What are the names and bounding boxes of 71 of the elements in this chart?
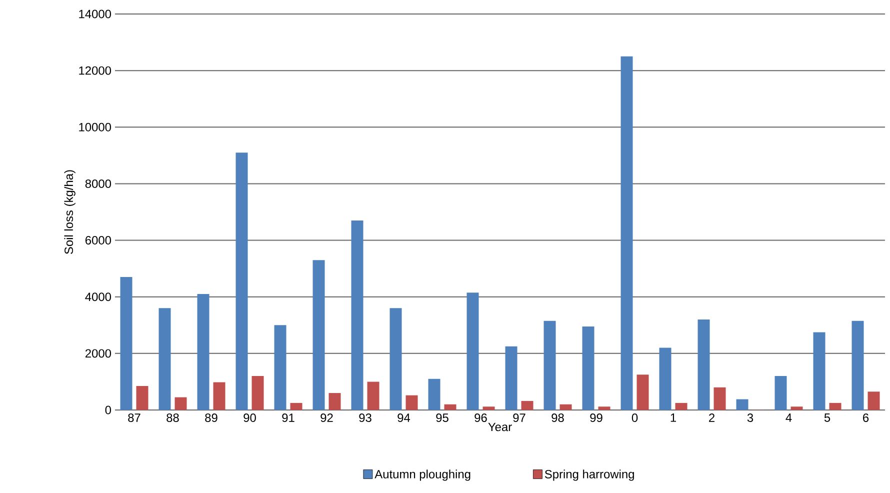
bar [158,308,171,410]
x-tick-label: 4 [786,414,792,422]
bar [675,402,688,410]
bar [636,374,649,410]
bar [236,152,248,410]
bar [120,277,132,410]
bar [444,404,456,410]
y-tick-label: 10000 [79,122,112,132]
x-tick-label: 91 [282,414,294,422]
y-tick-label: 14000 [79,10,112,18]
bar [714,387,726,410]
bar [351,220,364,410]
bar [521,400,534,410]
bar [544,320,556,410]
x-tick-label: 99 [590,414,602,422]
bar [197,294,210,410]
x-tick-label: 89 [205,414,218,422]
bar [868,392,880,410]
bar [659,348,672,410]
y-tick-label: 0 [105,406,112,414]
bar [698,319,710,410]
y-tick-label: 4000 [85,292,112,302]
bar [813,332,826,410]
bar [466,292,479,410]
y-tick-label: 12000 [79,66,112,75]
bar [213,382,226,410]
bar [620,56,633,410]
x-tick-label: 87 [128,414,140,422]
bar [829,402,842,410]
bar [505,346,518,410]
x-tick-label: 6 [863,414,869,422]
x-tick-label: 93 [359,414,372,422]
y-tick-label: 8000 [85,179,112,188]
legend-label: Spring harrowing [544,470,634,481]
x-tick-label: 90 [244,414,256,422]
x-tick-label: 0 [632,414,638,422]
x-tick-label: 94 [398,414,410,422]
bar [790,406,803,410]
y-tick-label: 6000 [85,236,112,245]
bar [312,260,325,410]
y-tick-label: 2000 [85,349,112,358]
bar [274,325,286,410]
bar [582,326,594,410]
bar [390,308,402,410]
bar [136,386,148,410]
x-tick-label: 95 [436,414,448,422]
x-tick-label: 3 [747,414,754,422]
bar [736,399,748,410]
bar [290,402,302,410]
bar [482,406,495,410]
bar [406,395,418,410]
x-tick-label: 1 [670,414,676,422]
bar [367,382,380,410]
bar [774,376,787,410]
bar [252,376,264,410]
x-tick-label: 2 [709,414,714,422]
x-tick-label: 5 [824,414,830,422]
x-tick-label: 92 [320,414,333,422]
x-tick-label: 97 [513,414,526,422]
legend-label: Autumn ploughing [374,470,470,481]
bar [328,393,341,410]
bar [598,406,610,410]
x-axis-title: Year [488,422,512,432]
x-tick-label: 98 [552,414,564,422]
bar [174,397,187,410]
bar [560,404,572,410]
bar [428,378,440,410]
x-tick-label: 88 [166,414,179,422]
bar [852,320,864,410]
x-tick-label: 96 [474,414,487,422]
y-axis-title: Soil loss (kg/ha) [64,170,76,254]
